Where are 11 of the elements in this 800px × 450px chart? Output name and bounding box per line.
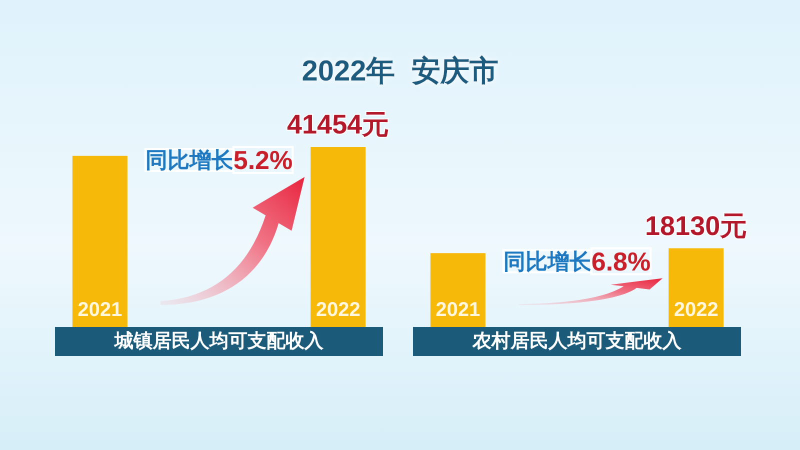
series-label: 2022 bbox=[316, 299, 360, 321]
data-label: 18130元 bbox=[645, 210, 748, 241]
text: 2021 bbox=[436, 299, 480, 321]
text: 2022 bbox=[674, 299, 718, 321]
x-tick-label: 城镇居民人均可支配收入 bbox=[114, 330, 324, 352]
data-label: 41454元 bbox=[287, 110, 390, 140]
chart-title: 2022年 安庆市 bbox=[302, 54, 498, 88]
x-tick-label: 农村居民人均可支配收入 bbox=[472, 330, 682, 352]
series-label: 2021 bbox=[78, 299, 122, 321]
annotation: 同比增长6.8% bbox=[503, 246, 651, 276]
annotation: 同比增长5.2% bbox=[145, 145, 293, 175]
